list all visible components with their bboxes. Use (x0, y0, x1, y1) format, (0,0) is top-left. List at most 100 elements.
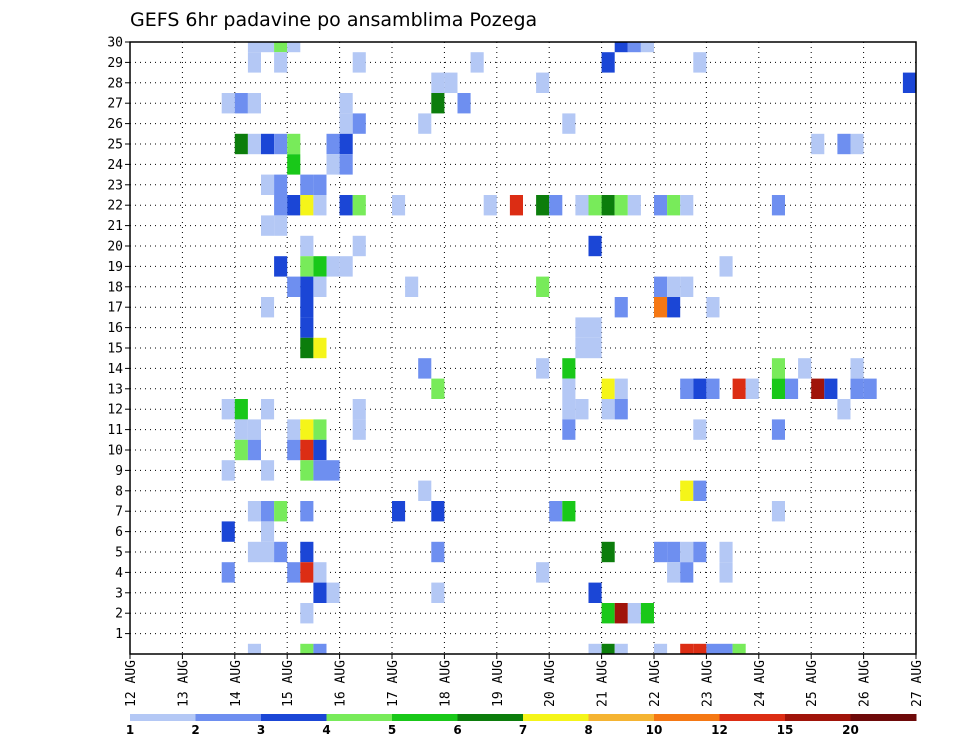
y-tick-label: 25 (107, 138, 123, 153)
heatmap-cell (274, 195, 288, 216)
heatmap-cell (247, 133, 261, 155)
heatmap-cell (221, 93, 235, 114)
heatmap-cell (313, 256, 327, 277)
heatmap-cell (732, 378, 746, 399)
x-tick-label: 23 AUG (700, 660, 715, 707)
x-tick-label: 15 AUG (281, 660, 296, 707)
heatmap-cell (274, 501, 288, 522)
heatmap-cell (261, 541, 275, 563)
heatmap-cell (274, 52, 288, 73)
y-tick-label: 4 (115, 566, 123, 581)
heatmap-cell (431, 93, 445, 114)
heatmap-cell (287, 154, 301, 175)
heatmap-cell (719, 643, 733, 654)
heatmap-cell (667, 276, 681, 297)
heatmap-cell (339, 154, 353, 175)
heatmap-cell (300, 256, 314, 277)
heatmap-cell (431, 582, 445, 603)
heatmap-cell (719, 562, 733, 583)
colorbar-swatch (523, 714, 589, 721)
x-tick-label: 17 AUG (386, 660, 401, 707)
colorbar-swatch (785, 714, 851, 721)
heatmap-cell (693, 480, 707, 501)
y-tick-label: 5 (115, 546, 123, 561)
y-tick-label: 9 (115, 464, 123, 479)
colorbar-legend: 1 2 3 4 5 6 7 8 10 12 15 20 (126, 714, 917, 737)
heatmap-cell (339, 133, 353, 155)
heatmap-cell (785, 378, 799, 399)
colorbar-label: 20 (842, 723, 859, 737)
heatmap-cell (339, 256, 353, 277)
y-tick-label: 21 (107, 219, 123, 234)
heatmap-cell (287, 133, 301, 155)
heatmap-cell (352, 195, 366, 216)
heatmap-cell (300, 235, 314, 257)
y-tick-label: 10 (107, 444, 123, 459)
y-tick-label: 22 (107, 199, 123, 214)
colorbar-swatch (719, 714, 786, 721)
heatmap-cell (614, 42, 628, 53)
heatmap-cell (837, 133, 851, 155)
heatmap-cell (418, 358, 432, 379)
heatmap-cell (680, 195, 694, 216)
heatmap-cell (352, 52, 366, 73)
y-tick-label: 13 (107, 382, 123, 397)
y-tick-label: 18 (107, 280, 123, 295)
heatmap-cell (287, 439, 301, 461)
heatmap-cell (274, 541, 288, 563)
heatmap-cell (221, 399, 235, 420)
y-tick-label: 6 (115, 525, 123, 540)
x-tick-label: 21 AUG (596, 660, 611, 707)
heatmap-cell (300, 317, 314, 338)
heatmap-cell (614, 378, 628, 399)
heatmap-cell (706, 643, 720, 654)
heatmap-cell (562, 378, 576, 399)
heatmap-cell (247, 52, 261, 73)
heatmap-cell (392, 195, 406, 216)
heatmap-cell (575, 317, 589, 338)
heatmap-cell (300, 337, 314, 359)
heatmap-cell (313, 562, 327, 583)
colorbar-swatch (457, 714, 524, 721)
heatmap-cell (313, 276, 327, 297)
heatmap-cell (549, 195, 563, 216)
heatmap-cell (261, 297, 275, 318)
y-tick-label: 7 (115, 505, 123, 520)
heatmap-cell (300, 541, 314, 563)
heatmap-cell (287, 419, 301, 440)
heatmap-cell (614, 603, 628, 624)
heatmap-cell (654, 297, 668, 318)
heatmap-cell (719, 541, 733, 563)
heatmap-cell (234, 133, 248, 155)
colorbar-label: 5 (388, 723, 396, 737)
heatmap-cell (274, 215, 288, 236)
colorbar-swatch (130, 714, 196, 721)
heatmap-cell (247, 541, 261, 563)
heatmap-cell (771, 419, 785, 440)
heatmap-cell (680, 378, 694, 399)
heatmap-cell (392, 501, 406, 522)
heatmap-cell (771, 195, 785, 216)
heatmap-cell (614, 399, 628, 420)
heatmap-cell (536, 72, 550, 93)
x-tick-label: 19 AUG (491, 660, 506, 707)
y-tick-label: 29 (107, 56, 123, 71)
heatmap-cell (313, 419, 327, 440)
y-tick-label: 26 (107, 117, 123, 132)
colorbar-label: 12 (711, 723, 728, 737)
heatmap-cell (667, 195, 681, 216)
y-tick-label: 19 (107, 260, 123, 275)
heatmap-cell (339, 195, 353, 216)
heatmap-cell (326, 460, 340, 481)
colorbar-label: 6 (453, 723, 461, 737)
heatmap-cell (287, 276, 301, 297)
heatmap-cell (680, 480, 694, 501)
x-tick-label: 24 AUG (753, 660, 768, 707)
heatmap-cell (234, 399, 248, 420)
heatmap-cell (588, 582, 602, 603)
heatmap-cell (798, 358, 812, 379)
heatmap-cell (326, 256, 340, 277)
colorbar-label: 8 (584, 723, 592, 737)
heatmap-cell (339, 93, 353, 114)
